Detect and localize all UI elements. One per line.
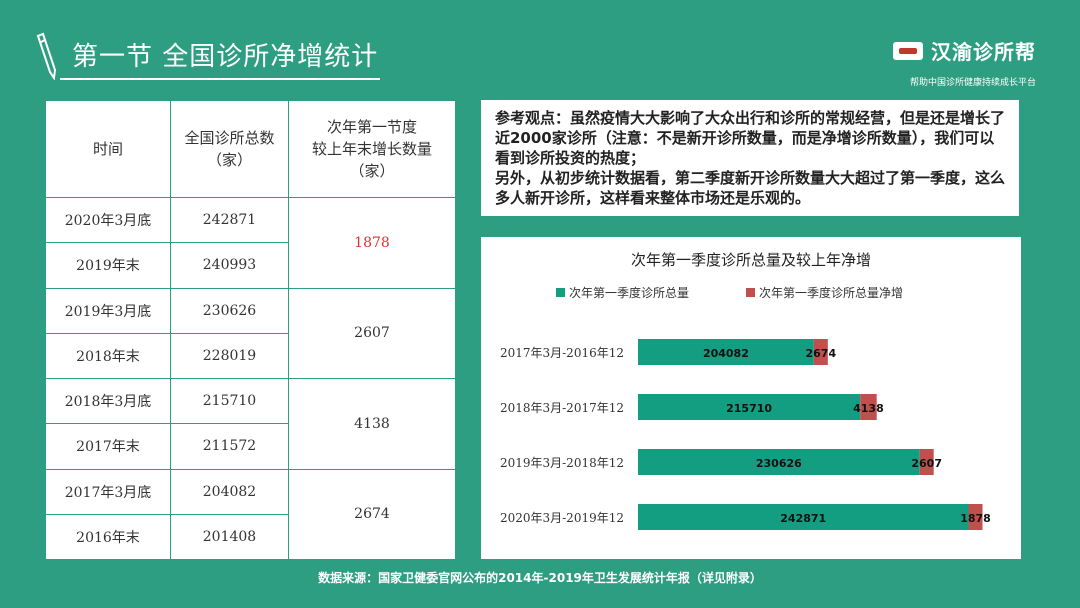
cell-total: 201408 xyxy=(170,513,289,561)
table-row: 2018年末 228019 xyxy=(45,332,456,380)
note-paragraph-1: 参考观点：虽然疫情大大影响了大众出行和诊所的常规经营，但是还是增长了近2000家… xyxy=(495,109,1006,167)
table-row: 2019年末 240993 xyxy=(45,242,456,289)
cell-time: 2019年3月底 xyxy=(45,287,171,334)
brand: 汉渝诊所帮 帮助中国诊所健康持续成长平台 xyxy=(893,36,1036,88)
bar-total xyxy=(638,504,969,530)
cell-growth: 2674 xyxy=(288,468,456,560)
cell-total: 228019 xyxy=(170,332,289,380)
title-underline xyxy=(60,78,380,80)
cell-total: 230626 xyxy=(170,287,289,334)
cell-total: 204082 xyxy=(170,468,289,515)
cell-time: 2019年末 xyxy=(45,242,171,289)
legend-label: 次年第一季度诊所总量净增 xyxy=(759,285,903,300)
chart-title: 次年第一季度诊所总量及较上年净增 xyxy=(631,251,871,269)
data-label-total: 230626 xyxy=(756,457,802,470)
legend-label: 次年第一季度诊所总量 xyxy=(569,285,689,300)
category-label: 2019年3月-2018年12 xyxy=(500,456,624,470)
cell-total: 242871 xyxy=(170,196,289,244)
page-title: 第一节 全国诊所净增统计 xyxy=(72,42,379,72)
data-label-total: 215710 xyxy=(726,402,772,415)
table-row: 2018年3月底 215710 4138 xyxy=(45,377,456,470)
cell-growth: 2607 xyxy=(288,287,456,379)
cell-total: 240993 xyxy=(170,242,289,289)
brand-name: 汉渝诊所帮 xyxy=(931,40,1036,64)
cell-time: 2017年末 xyxy=(45,423,171,470)
category-label: 2018年3月-2017年12 xyxy=(500,401,624,415)
category-label: 2017年3月-2016年12 xyxy=(500,346,624,360)
bar-net-increase xyxy=(813,339,828,365)
bar-net-increase xyxy=(919,449,934,475)
header-growth: 次年第一节度 较上年末增长数量 （家） xyxy=(288,100,456,198)
reference-note-box: 参考观点：虽然疫情大大影响了大众出行和诊所的常规经营，但是还是增长了近2000家… xyxy=(481,100,1019,216)
cell-total: 211572 xyxy=(170,423,289,470)
clinic-stats-table: 时间 全国诊所总数 （家） 次年第一节度 较上年末增长数量 （家） 2020年3… xyxy=(45,100,456,561)
bar-net-increase xyxy=(860,394,877,420)
legend-swatch xyxy=(556,288,565,297)
bar-net-increase xyxy=(968,504,983,530)
bar-total xyxy=(638,449,920,475)
note-paragraph-2: 另外，从初步统计数据看，第二季度新开诊所数量大大超过了第一季度，这么多人新开诊所… xyxy=(495,169,1006,207)
header-time: 时间 xyxy=(45,100,171,198)
brand-logo-icon xyxy=(893,41,923,60)
pencil-icon xyxy=(36,32,57,80)
cell-time: 2018年末 xyxy=(45,332,171,380)
cell-time: 2020年3月底 xyxy=(45,196,171,244)
brand-slogan: 帮助中国诊所健康持续成长平台 xyxy=(909,78,1036,88)
cell-time: 2017年3月底 xyxy=(45,468,171,515)
data-label-increase: 4138 xyxy=(853,402,884,415)
data-label-total: 204082 xyxy=(703,347,749,360)
cell-time: 2016年末 xyxy=(45,513,171,561)
cell-total: 215710 xyxy=(170,377,289,425)
cell-growth: 4138 xyxy=(288,378,456,470)
header-total: 全国诊所总数 （家） xyxy=(170,100,289,198)
category-label: 2020年3月-2019年12 xyxy=(500,511,624,525)
legend-swatch xyxy=(746,288,755,297)
data-source-footer: 数据来源：国家卫健委官网公布的2014年-2019年卫生发展统计年报（详见附录） xyxy=(318,571,762,585)
data-label-increase: 2674 xyxy=(806,347,837,360)
cell-growth: 1878 xyxy=(288,197,456,289)
table-row: 2020年3月底 242871 1878 xyxy=(45,196,456,289)
data-label-increase: 1878 xyxy=(960,512,991,525)
data-label-increase: 2607 xyxy=(911,457,942,470)
cell-time: 2018年3月底 xyxy=(45,377,171,425)
table-row: 2017年3月底 204082 2674 xyxy=(45,468,456,560)
table-row: 2016年末 201408 xyxy=(45,513,456,561)
table-row: 2017年末 211572 xyxy=(45,423,456,470)
bar-total xyxy=(638,339,814,365)
chart-panel: 次年第一季度诊所总量及较上年净增次年第一季度诊所总量 次年第一季度诊所总量净增 20… xyxy=(481,237,1021,559)
bar-total xyxy=(638,394,861,420)
data-label-total: 242871 xyxy=(780,512,826,525)
table-row: 2019年3月底 230626 2607 xyxy=(45,287,456,379)
